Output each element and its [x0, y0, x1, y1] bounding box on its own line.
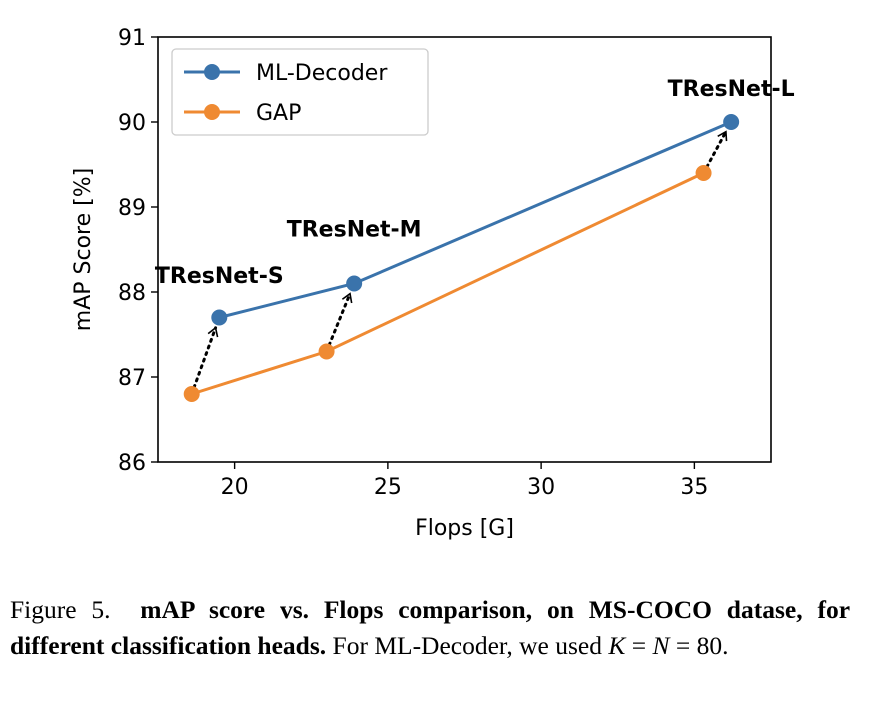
caption-bold-text: mAP score vs. Flops comparison, on MS-CO… — [10, 595, 851, 660]
data-point — [211, 309, 228, 326]
legend-entry: ML-Decoder — [256, 61, 388, 86]
y-tick-label: 90 — [118, 111, 146, 136]
series — [183, 114, 740, 402]
figure-caption: Figure 5. mAP score vs. Flops comparison… — [10, 592, 850, 664]
caption-math-n: N — [652, 631, 670, 660]
caption-label: Figure 5. — [10, 595, 111, 624]
data-point — [695, 165, 712, 181]
annotation-label: TResNet-S — [155, 264, 284, 289]
x-tick-label: 35 — [680, 475, 708, 500]
annotation-label: TResNet-M — [287, 217, 422, 242]
caption-math-eq2: = 80. — [669, 631, 729, 660]
y-tick-label: 88 — [118, 281, 146, 306]
legend-marker — [204, 104, 220, 120]
annotation-arrow — [190, 326, 219, 396]
legend: ML-Decoder GAP — [171, 48, 429, 136]
caption-math-k: K — [608, 631, 626, 660]
x-tick-label: 20 — [221, 475, 249, 500]
y-tick-label: 91 — [118, 26, 146, 51]
legend-entry: GAP — [256, 101, 301, 126]
data-point — [723, 114, 740, 130]
data-point — [318, 343, 335, 360]
legend-marker — [204, 64, 220, 80]
axes: 20 25 30 35 86 87 88 89 90 91 — [118, 26, 772, 500]
plot-frame — [157, 36, 772, 463]
data-point — [346, 275, 363, 292]
x-tick-label: 30 — [527, 475, 555, 500]
y-tick-label: 86 — [118, 451, 146, 476]
y-tick-label: 87 — [118, 366, 146, 391]
caption-text: For ML-Decoder, we used — [332, 631, 602, 660]
y-axis-label: mAP Score [%] — [71, 168, 96, 331]
annotation-label: TResNet-L — [668, 77, 795, 102]
x-axis-label: Flops [G] — [415, 516, 514, 541]
y-tick-label: 89 — [118, 196, 146, 221]
annotation-arrow — [325, 292, 353, 353]
x-tick-label: 25 — [374, 475, 402, 500]
caption-math-eq1: = — [625, 631, 653, 660]
data-point — [183, 386, 200, 402]
